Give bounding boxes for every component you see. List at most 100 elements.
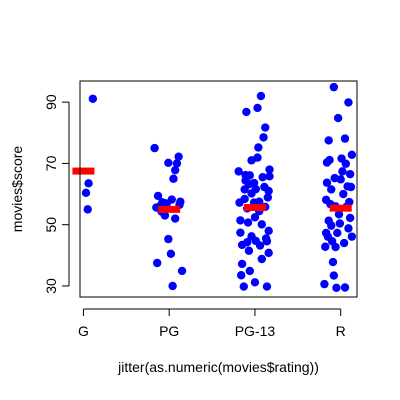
data-point: [331, 242, 340, 252]
data-point: [243, 237, 252, 247]
data-point: [164, 158, 173, 168]
data-point: [333, 228, 342, 238]
data-point: [334, 210, 344, 219]
data-point: [166, 249, 176, 258]
x-tick-label: G: [78, 323, 89, 339]
data-point: [340, 134, 350, 143]
data-point: [245, 171, 255, 180]
data-point: [347, 232, 357, 241]
data-point: [344, 224, 353, 233]
data-point: [174, 152, 183, 161]
data-point: [88, 94, 98, 103]
data-point: [345, 169, 355, 179]
data-point: [345, 197, 354, 207]
mean-marker: [72, 167, 95, 175]
data-point: [338, 167, 347, 176]
data-point: [265, 172, 274, 181]
data-point: [250, 213, 260, 222]
mean-marker: [329, 204, 352, 212]
data-point: [265, 165, 274, 174]
data-point: [320, 279, 329, 289]
data-point: [172, 159, 182, 168]
data-point: [327, 221, 336, 230]
data-point: [341, 159, 351, 168]
data-points: [81, 82, 357, 293]
data-point: [329, 82, 339, 92]
data-point: [346, 182, 356, 192]
data-point: [150, 143, 159, 153]
data-point: [242, 107, 251, 117]
data-point: [236, 228, 245, 237]
data-point: [244, 246, 254, 255]
data-point: [170, 165, 180, 175]
data-point: [234, 167, 243, 176]
y-tick-label: 50: [43, 217, 59, 233]
data-point: [254, 143, 263, 152]
data-point: [253, 153, 262, 162]
data-point: [167, 195, 176, 204]
data-point: [84, 179, 93, 188]
data-point: [236, 216, 245, 225]
data-point: [262, 237, 272, 246]
data-point: [257, 220, 267, 229]
data-point: [255, 241, 265, 250]
data-point: [339, 238, 349, 248]
data-point: [339, 189, 348, 199]
data-point: [258, 173, 267, 182]
data-point: [83, 205, 92, 214]
x-tick-label: R: [336, 323, 346, 339]
mean-marker: [243, 204, 266, 212]
data-point: [255, 197, 264, 206]
data-point: [333, 113, 343, 123]
data-point: [237, 259, 247, 269]
data-point: [324, 136, 333, 145]
x-tick-label: PG-13: [235, 323, 276, 339]
data-point: [251, 184, 261, 194]
data-point: [153, 191, 163, 201]
data-point: [253, 103, 262, 113]
data-point: [325, 155, 334, 165]
data-point: [160, 211, 170, 220]
data-point: [264, 226, 273, 236]
data-point: [240, 194, 249, 204]
data-point: [239, 282, 248, 291]
plot-frame: [79, 80, 358, 298]
mean-markers: [72, 167, 352, 213]
data-point: [336, 175, 345, 184]
data-point: [81, 188, 91, 198]
data-point: [169, 174, 178, 183]
data-point: [329, 271, 339, 280]
data-point: [322, 178, 332, 187]
data-point: [347, 150, 357, 160]
data-point: [259, 133, 268, 142]
data-point: [328, 257, 338, 267]
x-axis-label: jitter(as.numeric(movies$rating)): [117, 359, 319, 375]
data-point: [264, 248, 273, 258]
data-point: [264, 186, 273, 196]
data-point: [321, 242, 330, 251]
x-axis: G PG PG-13 R: [78, 308, 346, 339]
data-point: [335, 219, 345, 228]
data-point: [152, 258, 162, 268]
data-point: [250, 278, 260, 287]
data-point: [261, 123, 270, 132]
y-tick-label: 70: [43, 155, 59, 171]
data-point: [340, 283, 350, 292]
data-point: [256, 91, 266, 101]
data-point: [170, 214, 180, 223]
mean-marker: [158, 205, 181, 213]
data-point: [345, 213, 355, 223]
data-point: [344, 98, 353, 107]
x-tick-label: PG: [159, 323, 179, 339]
data-point: [263, 193, 273, 202]
data-point: [257, 254, 267, 264]
data-point: [177, 266, 187, 276]
y-axis-label: movies$score: [9, 146, 25, 233]
data-point: [168, 281, 177, 291]
data-point: [243, 218, 253, 227]
data-point: [262, 282, 272, 291]
data-point: [237, 271, 246, 280]
y-tick-label: 30: [43, 278, 59, 294]
y-tick-label: 90: [43, 94, 59, 110]
